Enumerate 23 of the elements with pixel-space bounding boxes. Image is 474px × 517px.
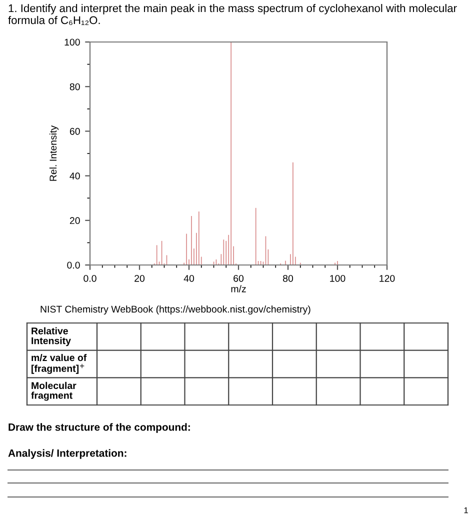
text: NIST Chemistry WebBook (https://webbook.nist.gov/chemistry) [40,305,310,315]
text: Analysis/ Interpretation: [8,449,126,459]
text: Draw the structure of the compound: [8,423,190,433]
x-tick-label: 0.0 [84,274,96,282]
x-tick-label: 40 [184,274,194,282]
y-tick-label: 80 [70,83,80,90]
x-tick-label: 20 [134,274,145,282]
y-tick-label: 60 [70,128,80,135]
text: Relative Intensity [32,327,71,346]
x-tick-label: 120 [380,274,395,282]
x-axis-title: m/z [231,285,246,292]
y-tick-label: 100 [64,38,80,46]
text: 1 [464,507,468,514]
y-tick-label: 20 [70,217,80,224]
y-axis-title: Rel. Intensity [49,125,59,181]
text: m/z value of [fragment]$^{+}$ [32,354,87,374]
y-tick-label: 40 [70,172,80,180]
chart-title: 1. Identify and interpret the main peak in the mass spectrum of cyclohexanol with molecular formula of C₆H₁₂O. [8,4,457,26]
x-tick-label: 60 [234,274,244,282]
y-tick-label: 0.0 [67,262,80,269]
x-tick-label: 100 [330,274,346,282]
text: Molecular fragment [31,382,76,401]
x-tick-label: 80 [283,274,294,282]
